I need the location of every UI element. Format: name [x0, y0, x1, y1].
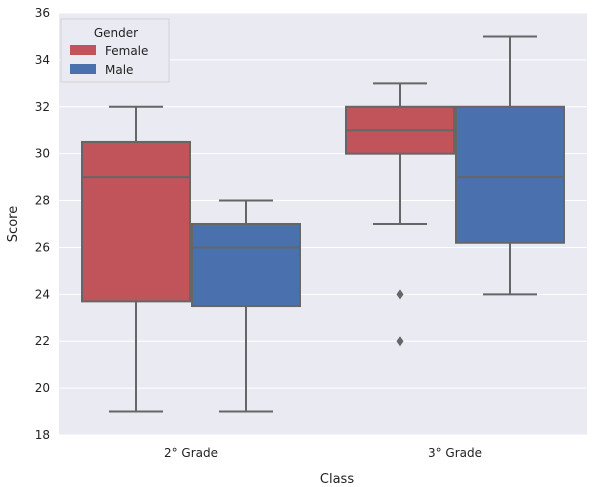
y-tick-label: 32 [35, 100, 50, 114]
y-tick-label: 30 [35, 147, 50, 161]
y-tick-label: 28 [35, 194, 50, 208]
box-female-1 [345, 82, 455, 347]
y-tick-labels: 18 20 22 24 26 28 30 32 34 36 [35, 6, 50, 442]
outlier-point [396, 336, 404, 347]
y-axis-title: Score [6, 206, 21, 242]
box-female-0 [81, 105, 191, 413]
box-iqr [81, 140, 191, 303]
y-tick-label: 24 [35, 287, 50, 301]
boxes [81, 35, 565, 413]
outlier-point [396, 289, 404, 300]
x-tick-label: 2° Grade [164, 446, 218, 460]
legend-swatch-female [70, 45, 96, 55]
legend: Gender Female Male [60, 18, 170, 83]
x-tick-label: 3° Grade [428, 446, 482, 460]
legend-label-male: Male [105, 63, 133, 77]
x-tick-labels: 2° Grade 3° Grade [164, 446, 482, 460]
box-iqr [455, 105, 565, 244]
box-male-1 [455, 35, 565, 296]
y-tick-label: 36 [35, 6, 50, 20]
y-tick-label: 20 [35, 381, 50, 395]
box-iqr [191, 223, 301, 308]
x-axis-title: Class [320, 472, 354, 487]
legend-label-female: Female [105, 44, 148, 58]
legend-swatch-male [70, 64, 96, 74]
y-tick-label: 22 [35, 334, 50, 348]
y-tick-label: 18 [35, 428, 50, 442]
y-tick-label: 26 [35, 240, 50, 254]
legend-title: Gender [94, 26, 138, 40]
y-tick-label: 34 [35, 53, 50, 67]
box-male-0 [191, 199, 301, 413]
